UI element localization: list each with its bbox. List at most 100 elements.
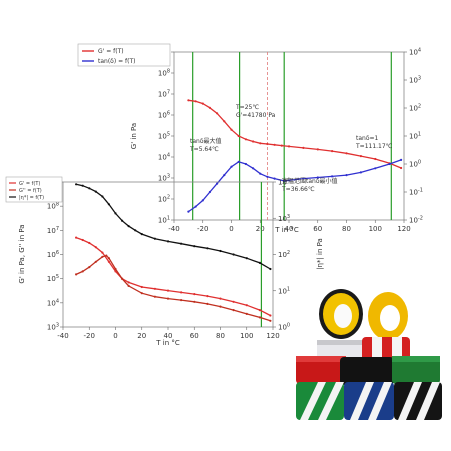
data-point-f-t: [127, 225, 130, 228]
bottom-x-tick-labels: -40 -20 0 20 40 60 80 100 120: [57, 332, 279, 340]
y-tick-label: 105: [47, 274, 59, 283]
y-tick-label: 107: [47, 226, 59, 235]
data-point-g-f-t: [244, 138, 247, 141]
data-point-f-t: [258, 261, 261, 264]
tape-roll-black-yellow-core: [334, 304, 352, 328]
data-point-tan-f-t: [201, 199, 204, 202]
data-point-f-t: [140, 233, 143, 236]
y-tick-label: 108: [47, 202, 59, 211]
bottom-y2-tick-labels: 100 101 102 103 104: [278, 178, 290, 332]
data-point-g-f-t: [88, 266, 91, 269]
annotation-tand-max: tanδ最大值 T=5.64℃: [189, 137, 222, 153]
data-point-g-f-t: [193, 293, 196, 296]
tape-roll-green-top: [392, 356, 440, 362]
data-point-f-t: [107, 203, 110, 206]
x-tick-label: -20: [197, 225, 208, 233]
data-point-g-f-t: [166, 297, 170, 300]
data-point-f-t: [134, 229, 137, 232]
data-point-f-t: [219, 249, 222, 253]
x-tick-label: 100: [240, 332, 253, 340]
data-point-g-f-t: [269, 319, 272, 322]
y-tick-label: 106: [47, 250, 59, 259]
data-point-g-f-t: [75, 236, 78, 239]
data-point-tan-f-t: [316, 176, 319, 179]
data-point-g-f-t: [345, 152, 348, 155]
annotation-tand-max-line1: tanδ最大值: [190, 137, 222, 145]
annotation-gprime-line2: G'=41780 Pa: [236, 112, 276, 119]
tape-rolls-photo: [296, 289, 442, 420]
data-point-g-f-t: [266, 142, 269, 146]
data-point-g-f-t: [359, 155, 362, 158]
data-point-tan-f-t: [273, 177, 276, 180]
data-point-g-f-t: [107, 257, 110, 260]
data-point-f-t: [81, 184, 84, 187]
data-point-g-f-t: [140, 285, 143, 289]
x-tick-label: 20: [256, 225, 265, 233]
data-point-tan-f-t: [259, 172, 262, 175]
data-point-g-f-t: [101, 255, 104, 258]
data-point-tan-f-t: [194, 205, 197, 208]
tape-roll-blue-white-stripe2: [368, 382, 392, 420]
data-point-tan-f-t: [331, 175, 334, 178]
top-x-tick-labels: -40 -20 0 20 40 60 80 100 120: [168, 225, 410, 233]
modulus-viscosity-chart: -40 -20 0 20 40 60 80 100 120 103104105106107108…: [5, 176, 324, 347]
data-point-g-f-t: [232, 309, 235, 312]
data-point-f-t: [245, 257, 248, 260]
data-point-tan-f-t: [230, 165, 233, 168]
data-point-g-f-t: [230, 128, 233, 131]
data-point-g-f-t: [127, 284, 130, 287]
y-tick-label: 105: [158, 132, 170, 141]
annotation-tand-one: tanδ=1 T=111.17℃: [355, 135, 393, 150]
data-point-f-t: [101, 195, 104, 198]
data-point-g-f-t: [88, 241, 91, 245]
data-point-tan-f-t: [359, 171, 362, 174]
data-point-f-t: [193, 245, 196, 248]
x-tick-label: -40: [57, 332, 68, 340]
data-point-f-t: [94, 190, 97, 193]
x-tick-label: 120: [266, 332, 279, 340]
data-point-tan-f-t: [216, 182, 219, 185]
data-point-g-f-t: [259, 142, 262, 145]
data-point-g-f-t: [374, 157, 377, 161]
data-point-g-f-t: [237, 134, 240, 138]
top-legend-label-gprime: G' = f(T): [98, 48, 124, 55]
data-point-tan-f-t: [252, 167, 255, 170]
tape-roll-red-white-stripe2: [392, 337, 402, 361]
data-point-g-f-t: [127, 281, 130, 284]
data-point-g-f-t: [81, 270, 84, 273]
annotation-tand-min: 室温范围tanδ最小值 T=36.66℃: [281, 177, 338, 193]
y2-tick-label: 100: [409, 160, 421, 169]
data-point-g-f-t: [269, 314, 272, 317]
tape-roll-red-top: [296, 356, 346, 362]
data-point-g-f-t: [81, 238, 84, 242]
annotation-tand-one-line2: T=111.17℃: [355, 143, 393, 150]
tape-roll-red-white-stripe: [372, 337, 382, 361]
y2-tick-label: 103: [409, 76, 421, 85]
tape-roll-black-white-stripe: [398, 382, 422, 420]
bottom-legend-label-gprime: G' = f(T): [19, 181, 40, 187]
data-point-g-f-t: [153, 295, 156, 298]
x-tick-label: -20: [84, 332, 95, 340]
tape-roll-red: [296, 356, 346, 384]
x-tick-label: 120: [397, 225, 410, 233]
y2-tick-label: 104: [278, 178, 290, 187]
data-point-g-f-t: [245, 312, 248, 315]
tape-roll-blue-white-stripe: [350, 382, 374, 420]
bottom-legend-label-gdoubleprime: G'' = f(T): [19, 188, 42, 194]
data-point-tan-f-t: [208, 190, 211, 194]
x-tick-label: 80: [342, 225, 351, 233]
y-tick-label: 108: [158, 69, 170, 78]
annotation-tand-max-line2: T=5.64℃: [189, 146, 219, 153]
bottom-y-axis-label: G' in Pa, G'' in Pa: [18, 224, 26, 283]
data-point-g-f-t: [273, 143, 276, 146]
data-point-tan-f-t: [237, 160, 240, 163]
data-point-tan-f-t: [223, 174, 226, 177]
data-point-g-f-t: [187, 99, 190, 102]
data-point-g-f-t: [166, 289, 170, 292]
data-point-tan-f-t: [302, 177, 305, 180]
data-point-tan-f-t: [283, 179, 286, 182]
data-point-g-f-t: [223, 120, 226, 123]
y-tick-label: 106: [158, 111, 170, 120]
y-tick-label: 103: [158, 174, 170, 183]
